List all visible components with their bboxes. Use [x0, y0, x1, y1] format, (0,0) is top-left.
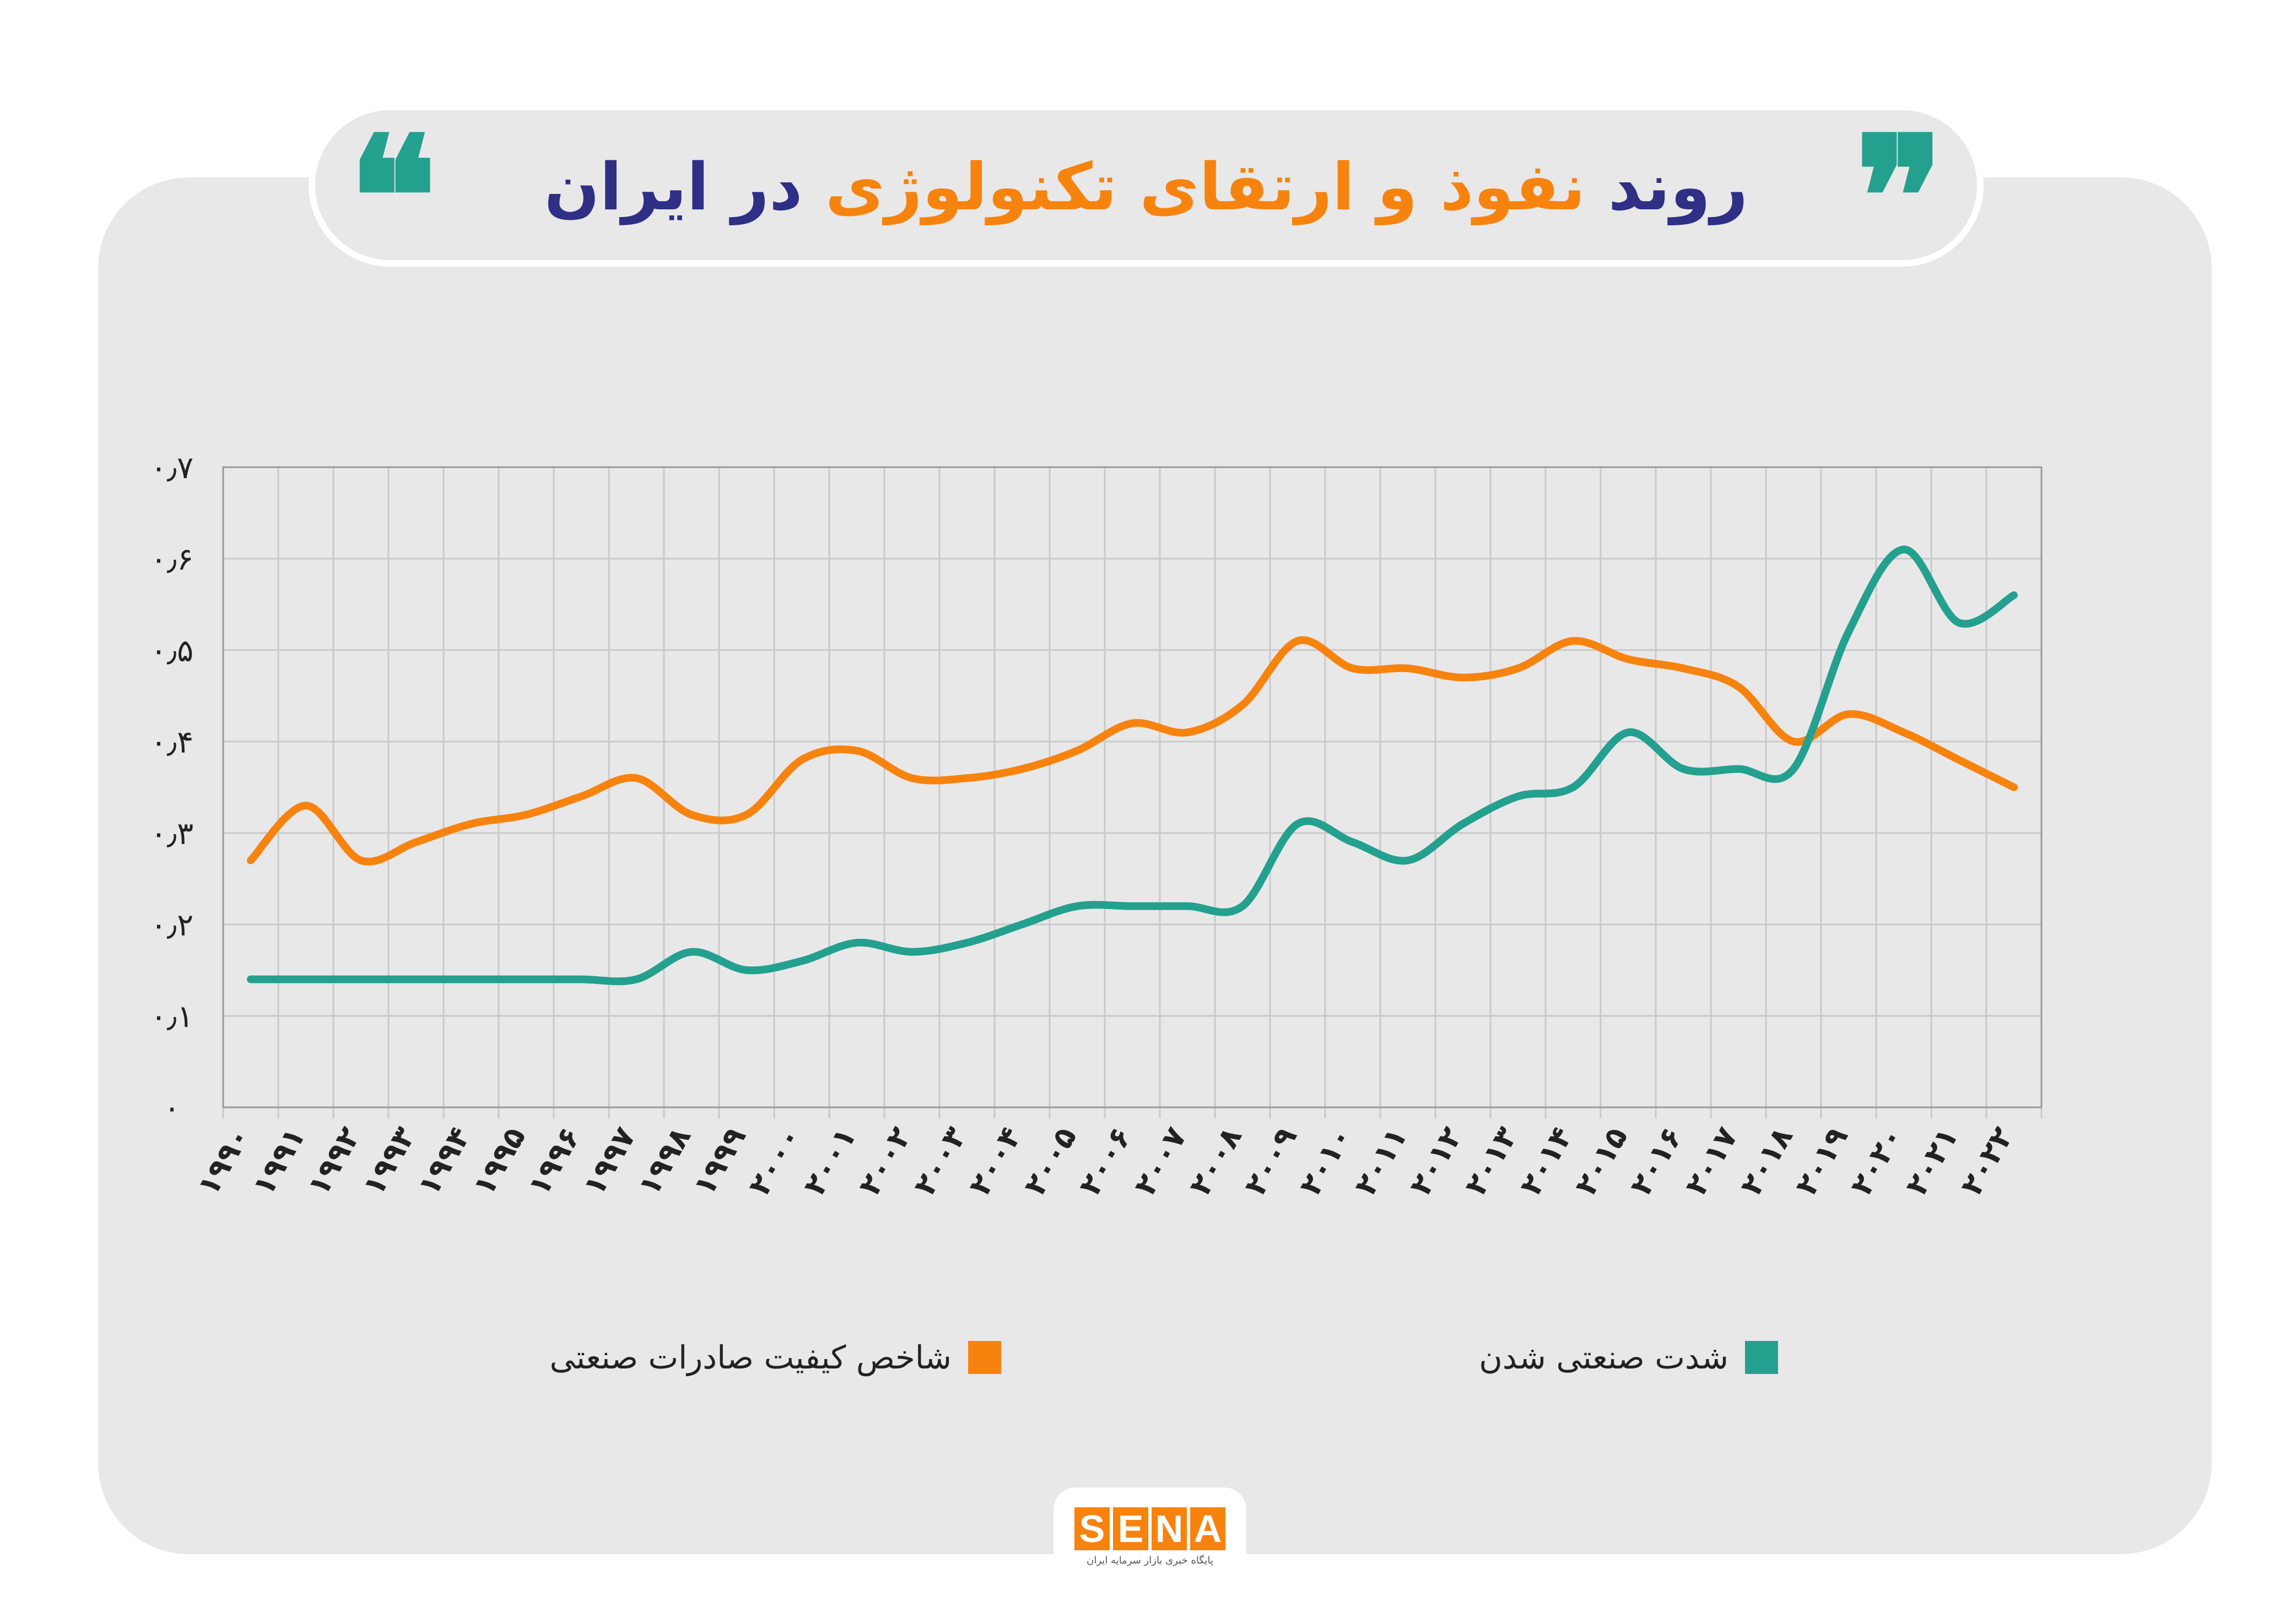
x-tick-label: ۲۰۰۶	[1072, 1121, 1138, 1202]
logo-letter: E	[1113, 1507, 1148, 1550]
x-tick-label: ۲۰۱۸	[1733, 1121, 1800, 1202]
plot-frame	[222, 466, 2043, 1108]
logo-letter: A	[1190, 1507, 1225, 1550]
logo-subtitle: پایگاه خبری بازار سرمایه ایران	[1087, 1555, 1213, 1566]
x-tick-label: ۲۰۰۴	[962, 1121, 1028, 1202]
legend-label: شاخص کیفیت صادرات صنعتی	[549, 1339, 952, 1376]
y-tick-label: ۰٫۴	[150, 724, 193, 760]
y-tick-label: ۰	[164, 1090, 180, 1126]
x-tick-label: ۱۹۹۰	[191, 1121, 257, 1202]
logo-letter: S	[1074, 1507, 1110, 1550]
x-tick-label: ۱۹۹۲	[301, 1121, 367, 1202]
y-tick-label: ۰٫۲	[150, 907, 193, 943]
x-tick-label: ۲۰۲۰	[1844, 1121, 1910, 1202]
x-tick-label: ۲۰۱۵	[1568, 1121, 1634, 1202]
x-tick-label: ۲۰۰۸	[1182, 1121, 1249, 1202]
y-tick-label: ۰٫۵	[150, 633, 193, 669]
x-tick-label: ۱۹۹۵	[466, 1121, 532, 1202]
legend-item-export-quality: شاخص کیفیت صادرات صنعتی	[550, 1339, 1001, 1376]
x-tick-label: ۱۹۹۶	[521, 1121, 587, 1202]
x-tick-label: ۱۹۹۸	[631, 1121, 698, 1202]
x-tick-label: ۱۹۹۱	[246, 1121, 312, 1202]
logo-letter: N	[1152, 1507, 1187, 1550]
x-tick-label: ۲۰۰۷	[1127, 1121, 1193, 1202]
title-part-1: روند	[1608, 149, 1748, 225]
x-tick-label: ۲۰۱۱	[1348, 1121, 1414, 1202]
y-tick-label: ۰٫۷	[150, 450, 193, 486]
series-line-industrialization	[247, 545, 2018, 986]
x-tick-label: ۲۰۰۹	[1238, 1121, 1304, 1202]
x-tick-label: ۱۹۹۳	[356, 1121, 422, 1202]
y-tick-label: ۰٫۳	[150, 816, 193, 852]
x-tick-label: ۱۹۹۴	[411, 1121, 477, 1202]
quote-open-icon: ❝	[348, 100, 437, 294]
legend-item-industrialization: شدت صنعتی شدن	[1479, 1339, 1778, 1376]
sena-logo: S E N A پایگاه خبری بازار سرمایه ایران	[1054, 1487, 1246, 1592]
series-line-export-quality	[247, 636, 2018, 865]
x-tick-label: ۲۰۰۱	[797, 1121, 863, 1202]
x-tick-label: ۲۰۰۳	[907, 1121, 973, 1202]
x-tick-label: ۲۰۱۳	[1458, 1121, 1524, 1202]
x-tick-label: ۲۰۲۲	[1954, 1121, 2020, 1202]
title-part-3: در ایران	[544, 149, 803, 225]
x-tick-label: ۲۰۰۰	[742, 1121, 808, 1202]
x-tick-label: ۲۰۱۶	[1623, 1121, 1689, 1202]
x-tick-label: ۲۰۱۴	[1513, 1121, 1579, 1202]
chart-card	[98, 177, 2212, 1554]
legend-swatch-teal	[1745, 1341, 1778, 1374]
legend-swatch-orange	[968, 1341, 1001, 1374]
x-tick-label: ۱۹۹۹	[687, 1121, 753, 1202]
quote-close-icon: ❞	[1855, 100, 1944, 294]
x-tick-label: ۲۰۱۰	[1293, 1121, 1359, 1202]
logo-wordmark: S E N A	[1073, 1507, 1227, 1550]
title-part-2: نفوذ و ارتقای تکنولوژی	[825, 149, 1586, 225]
x-tick-label: ۲۰۲۱	[1899, 1121, 1965, 1202]
legend-label: شدت صنعتی شدن	[1479, 1339, 1728, 1376]
x-tick-label: ۲۰۰۲	[852, 1121, 918, 1202]
x-tick-label: ۲۰۰۵	[1017, 1121, 1083, 1202]
x-tick-label: ۲۰۱۲	[1403, 1121, 1469, 1202]
x-tick-label: ۲۰۱۷	[1678, 1121, 1744, 1202]
x-tick-label: ۱۹۹۷	[576, 1121, 642, 1202]
x-tick-label: ۲۰۱۹	[1789, 1121, 1855, 1202]
y-tick-label: ۰٫۶	[150, 542, 193, 577]
chart-title: روند نفوذ و ارتقای تکنولوژی در ایران	[315, 149, 1977, 225]
y-tick-label: ۰٫۱	[150, 999, 193, 1035]
